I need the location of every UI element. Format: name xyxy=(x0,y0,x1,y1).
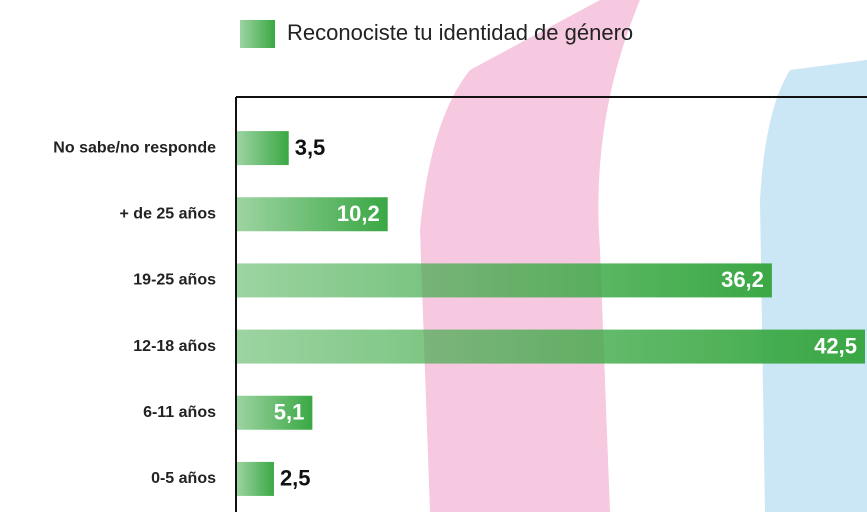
y-tick-label: 12-18 años xyxy=(133,338,216,355)
y-tick-label: 0-5 años xyxy=(151,470,216,487)
legend-swatch xyxy=(240,20,275,48)
y-tick-label: + de 25 años xyxy=(120,205,217,222)
value-label: 10,2 xyxy=(337,201,380,226)
y-tick-label: No sabe/no responde xyxy=(53,139,216,156)
chart: Reconociste tu identidad de género No sa… xyxy=(0,0,867,512)
value-label: 42,5 xyxy=(814,333,857,358)
value-label: 2,5 xyxy=(280,466,311,491)
y-tick-label: 19-25 años xyxy=(133,272,216,289)
value-label: 5,1 xyxy=(274,400,305,425)
pink-stripe xyxy=(420,0,640,512)
bar xyxy=(237,263,772,297)
legend-label: Reconociste tu identidad de género xyxy=(287,20,633,45)
value-label: 3,5 xyxy=(295,135,326,160)
bar xyxy=(237,330,865,364)
y-tick-label: 6-11 años xyxy=(143,404,216,421)
value-label: 36,2 xyxy=(721,267,764,292)
bar xyxy=(237,462,274,496)
blue-stripe xyxy=(760,60,867,512)
bar xyxy=(237,131,289,165)
